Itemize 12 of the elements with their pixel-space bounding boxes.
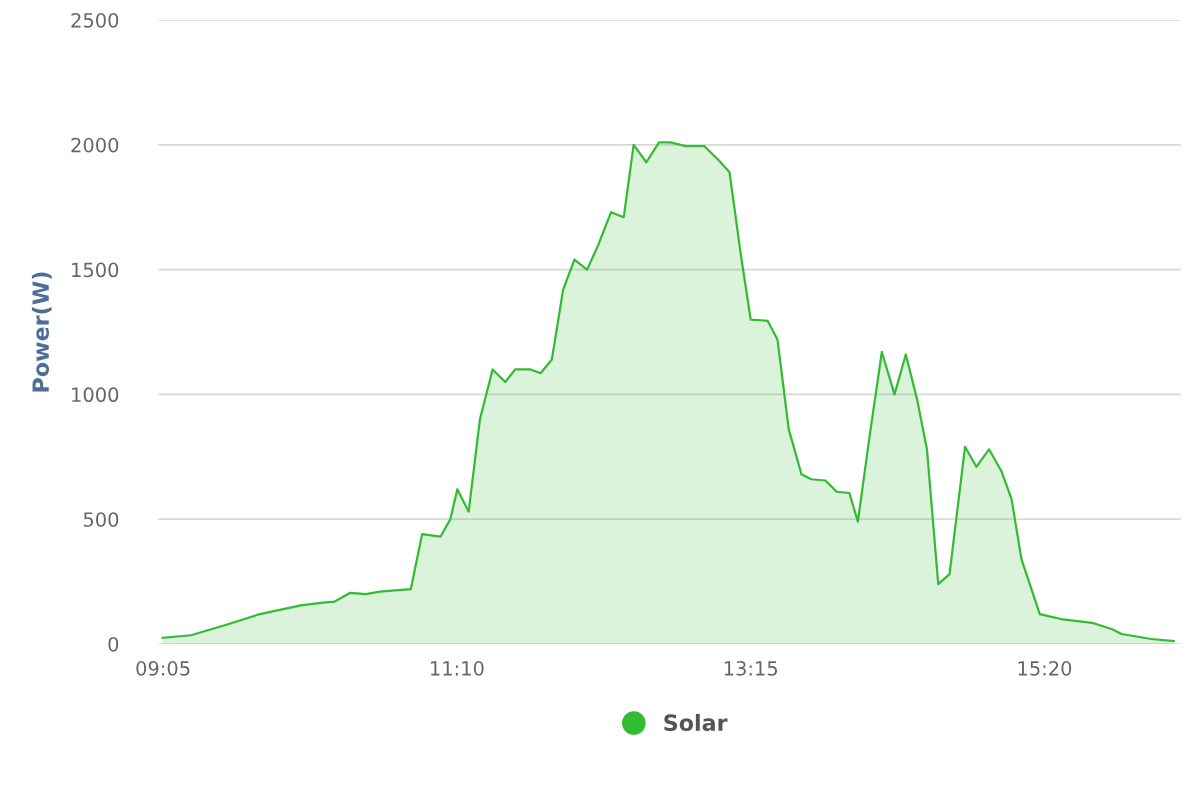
y-tick-label: 1000	[72, 387, 119, 403]
y-tick-label: 2500	[71, 12, 119, 28]
x-tick-label: 13:15	[724, 661, 778, 676]
y-tick-label: 1500	[72, 262, 119, 278]
x-tick-label: 09:05	[136, 661, 190, 676]
x-tick-label: 11:10	[431, 661, 484, 676]
y-tick-label: 500	[83, 512, 119, 527]
legend-label: Solar	[664, 713, 728, 732]
y-axis-title: Power(W)	[31, 272, 52, 392]
x-tick-label: 15:20	[1018, 661, 1072, 676]
y-tick-label: 0	[108, 636, 119, 652]
y-tick-label: 2000	[71, 137, 119, 153]
